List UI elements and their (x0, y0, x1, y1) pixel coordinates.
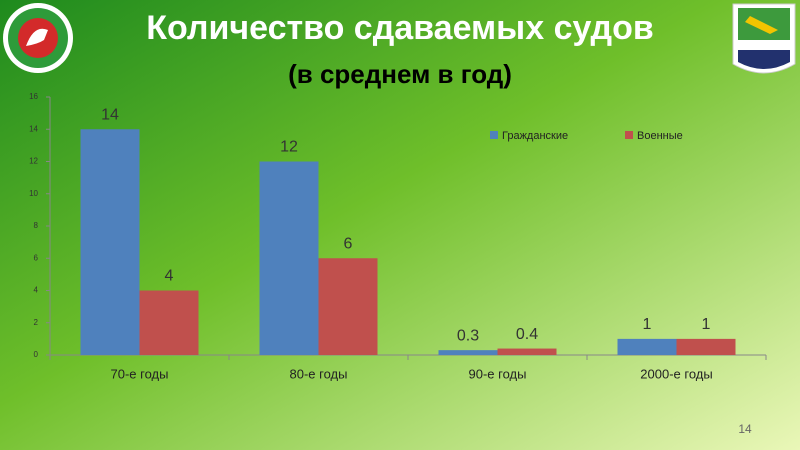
y-tick-label: 8 (34, 221, 39, 230)
legend-swatch (625, 131, 633, 139)
y-tick-label: 6 (34, 253, 39, 262)
data-label: 0.4 (516, 326, 538, 343)
data-label: 6 (344, 235, 353, 252)
x-tick-label: 90-е годы (469, 366, 527, 381)
y-tick-label: 16 (29, 92, 38, 101)
legend-label: Военные (637, 130, 683, 142)
data-label: 1 (702, 316, 711, 333)
title: Количество сдаваемых судов (146, 9, 654, 47)
bar (80, 129, 140, 355)
subtitle: (в среднем в год) (288, 59, 512, 89)
bar (259, 161, 319, 355)
x-tick-label: 80-е годы (290, 366, 348, 381)
logo-right (732, 3, 796, 74)
data-label: 4 (165, 268, 174, 285)
data-label: 12 (280, 139, 298, 156)
y-tick-label: 12 (29, 157, 38, 166)
slide-number: 14 (738, 422, 752, 436)
data-label: 0.3 (457, 327, 479, 344)
bar (438, 350, 498, 355)
logo-left (3, 3, 73, 73)
y-tick-label: 2 (34, 318, 39, 327)
x-tick-label: 2000-е годы (640, 366, 712, 381)
bar (617, 338, 677, 355)
bar (139, 290, 199, 355)
x-tick-label: 70-е годы (111, 366, 169, 381)
y-tick-label: 10 (29, 189, 38, 198)
bar (676, 338, 736, 355)
y-tick-label: 4 (34, 286, 39, 295)
data-label: 14 (101, 106, 119, 123)
legend-swatch (490, 131, 498, 139)
bar (497, 348, 557, 355)
legend-label: Гражданские (502, 130, 568, 142)
y-tick-label: 14 (29, 124, 38, 133)
bar (318, 258, 378, 355)
y-tick-label: 0 (34, 350, 39, 359)
data-label: 1 (643, 316, 652, 333)
